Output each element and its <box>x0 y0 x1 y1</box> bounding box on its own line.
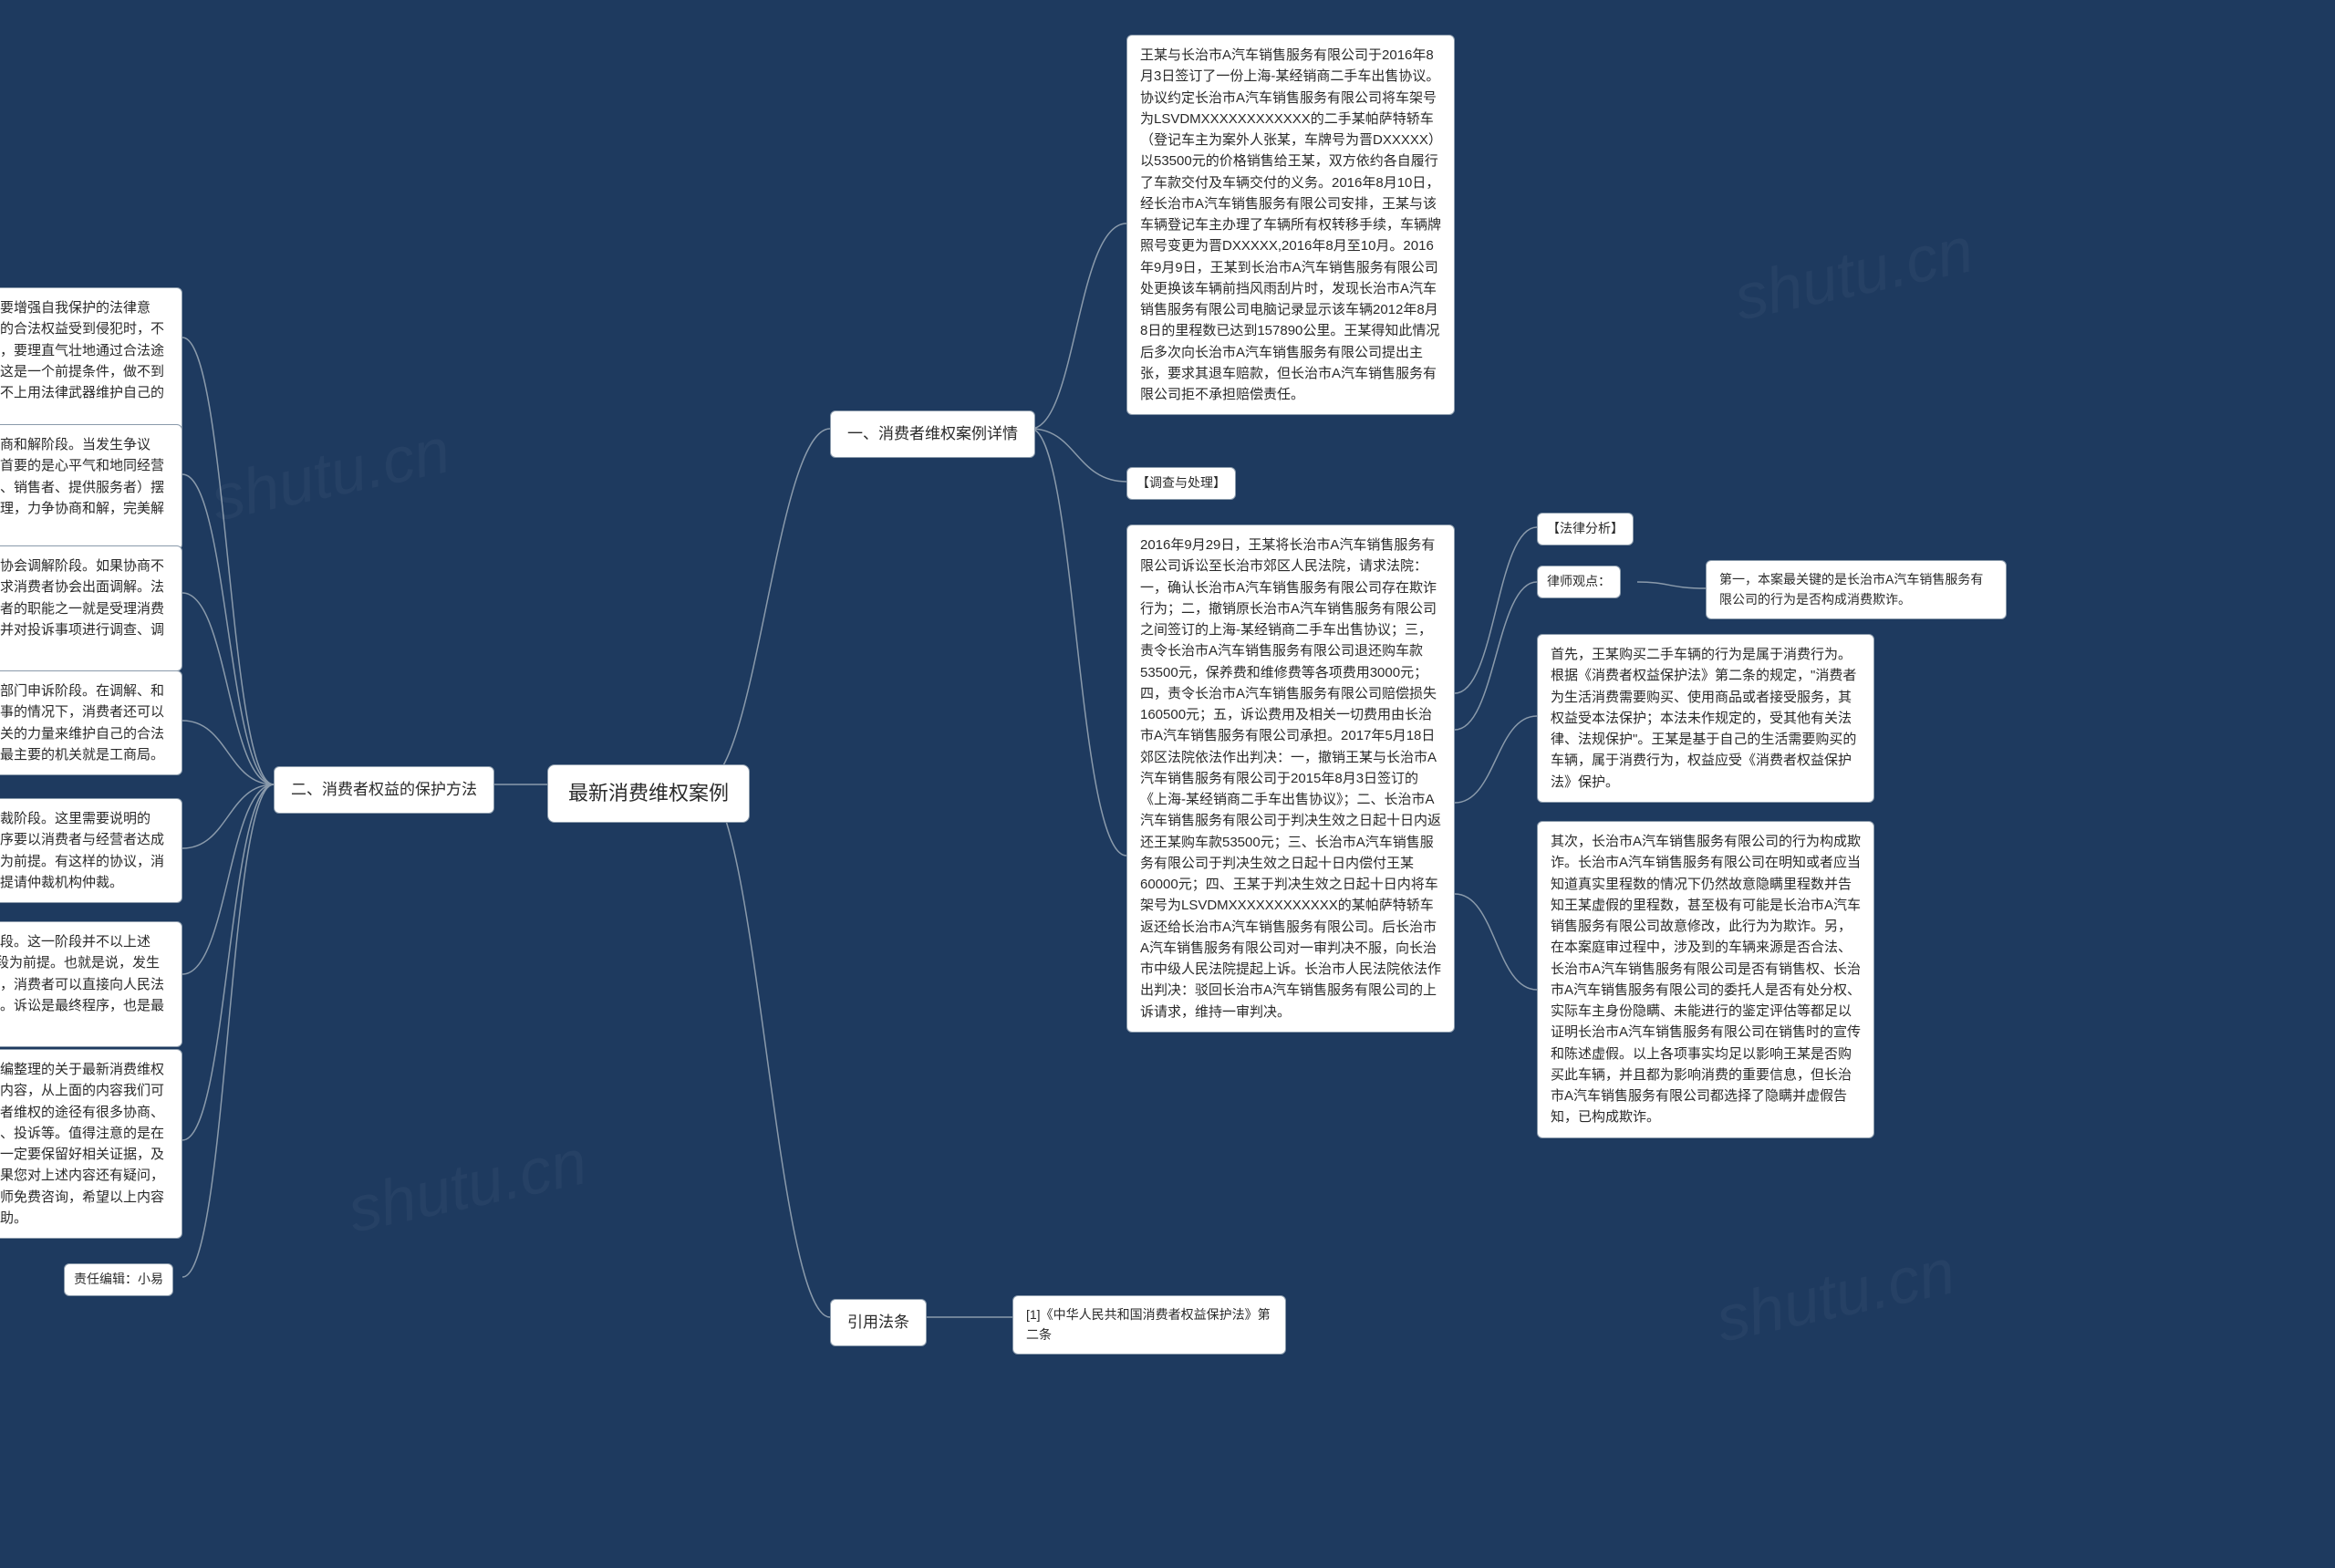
leaf-method-6[interactable]: 提起诉讼阶段。这一阶段并不以上述2、3、4阶段为前提。也就是说，发生侵权争议时，… <box>0 921 182 1047</box>
watermark: shutu.cn <box>1728 213 1979 334</box>
leaf-case-facts[interactable]: 王某与长治市A汽车销售服务有限公司于2016年8月3日签订了一份上海-某经销商二… <box>1126 35 1455 415</box>
branch-cited-law[interactable]: 引用法条 <box>830 1299 927 1346</box>
leaf-method-2[interactable]: 与经营者协商和解阶段。当发生争议时，消费者首要的是心平气和地同经营者（生产者、销… <box>0 424 182 550</box>
branch-case-detail[interactable]: 一、消费者维权案例详情 <box>830 410 1035 458</box>
leaf-legal-point2[interactable]: 其次，长治市A汽车销售服务有限公司的行为构成欺诈。长治市A汽车销售服务有限公司在… <box>1537 821 1874 1138</box>
watermark: shutu.cn <box>205 413 456 535</box>
leaf-method-4[interactable]: 向有关行政部门申诉阶段。在调解、和解都无济于事的情况下，消费者还可以动用国家机关… <box>0 670 182 775</box>
watermark: shutu.cn <box>342 1125 593 1246</box>
branch-protection-methods[interactable]: 二、消费者权益的保护方法 <box>274 766 494 814</box>
leaf-method-1[interactable]: 消费者首先要增强自我保护的法律意识。当自己的合法权益受到侵犯时，不要忍气吞声，要… <box>0 287 182 435</box>
leaf-method-3[interactable]: 请求消费者协会调解阶段。如果协商不成，可以请求消费者协会出面调解。法律规定消费者… <box>0 545 182 671</box>
leaf-law1[interactable]: [1]《中华人民共和国消费者权益保护法》第二条 <box>1012 1295 1286 1355</box>
leaf-court-process[interactable]: 2016年9月29日，王某将长治市A汽车销售服务有限公司诉讼至长治市郊区人民法院… <box>1126 524 1455 1033</box>
leaf-legal-analysis-header[interactable]: 【法律分析】 <box>1537 513 1634 545</box>
watermark: shutu.cn <box>1710 1234 1961 1355</box>
leaf-key-point[interactable]: 第一，本案最关键的是长治市A汽车销售服务有限公司的行为是否构成消费欺诈。 <box>1706 560 2007 619</box>
mindmap-canvas: shutu.cn shutu.cn shutu.cn shutu.cn 最新消费… <box>0 0 2335 1568</box>
leaf-method-7[interactable]: 以上就是小编整理的关于最新消费维权案例的有关内容，从上面的内容我们可以知道消费者… <box>0 1049 182 1239</box>
leaf-method-8[interactable]: 责任编辑：小易 <box>64 1263 173 1296</box>
center-node[interactable]: 最新消费维权案例 <box>547 764 750 823</box>
leaf-lawyer-view-label[interactable]: 律师观点： <box>1537 566 1621 598</box>
leaf-investigation[interactable]: 【调查与处理】 <box>1126 467 1236 500</box>
leaf-legal-point1[interactable]: 首先，王某购买二手车辆的行为是属于消费行为。根据《消费者权益保护法》第二条的规定… <box>1537 634 1874 803</box>
leaf-method-5[interactable]: 仲裁机构仲裁阶段。这里需要说明的是，这一程序要以消费者与经营者达成的仲裁协议为前… <box>0 798 182 903</box>
